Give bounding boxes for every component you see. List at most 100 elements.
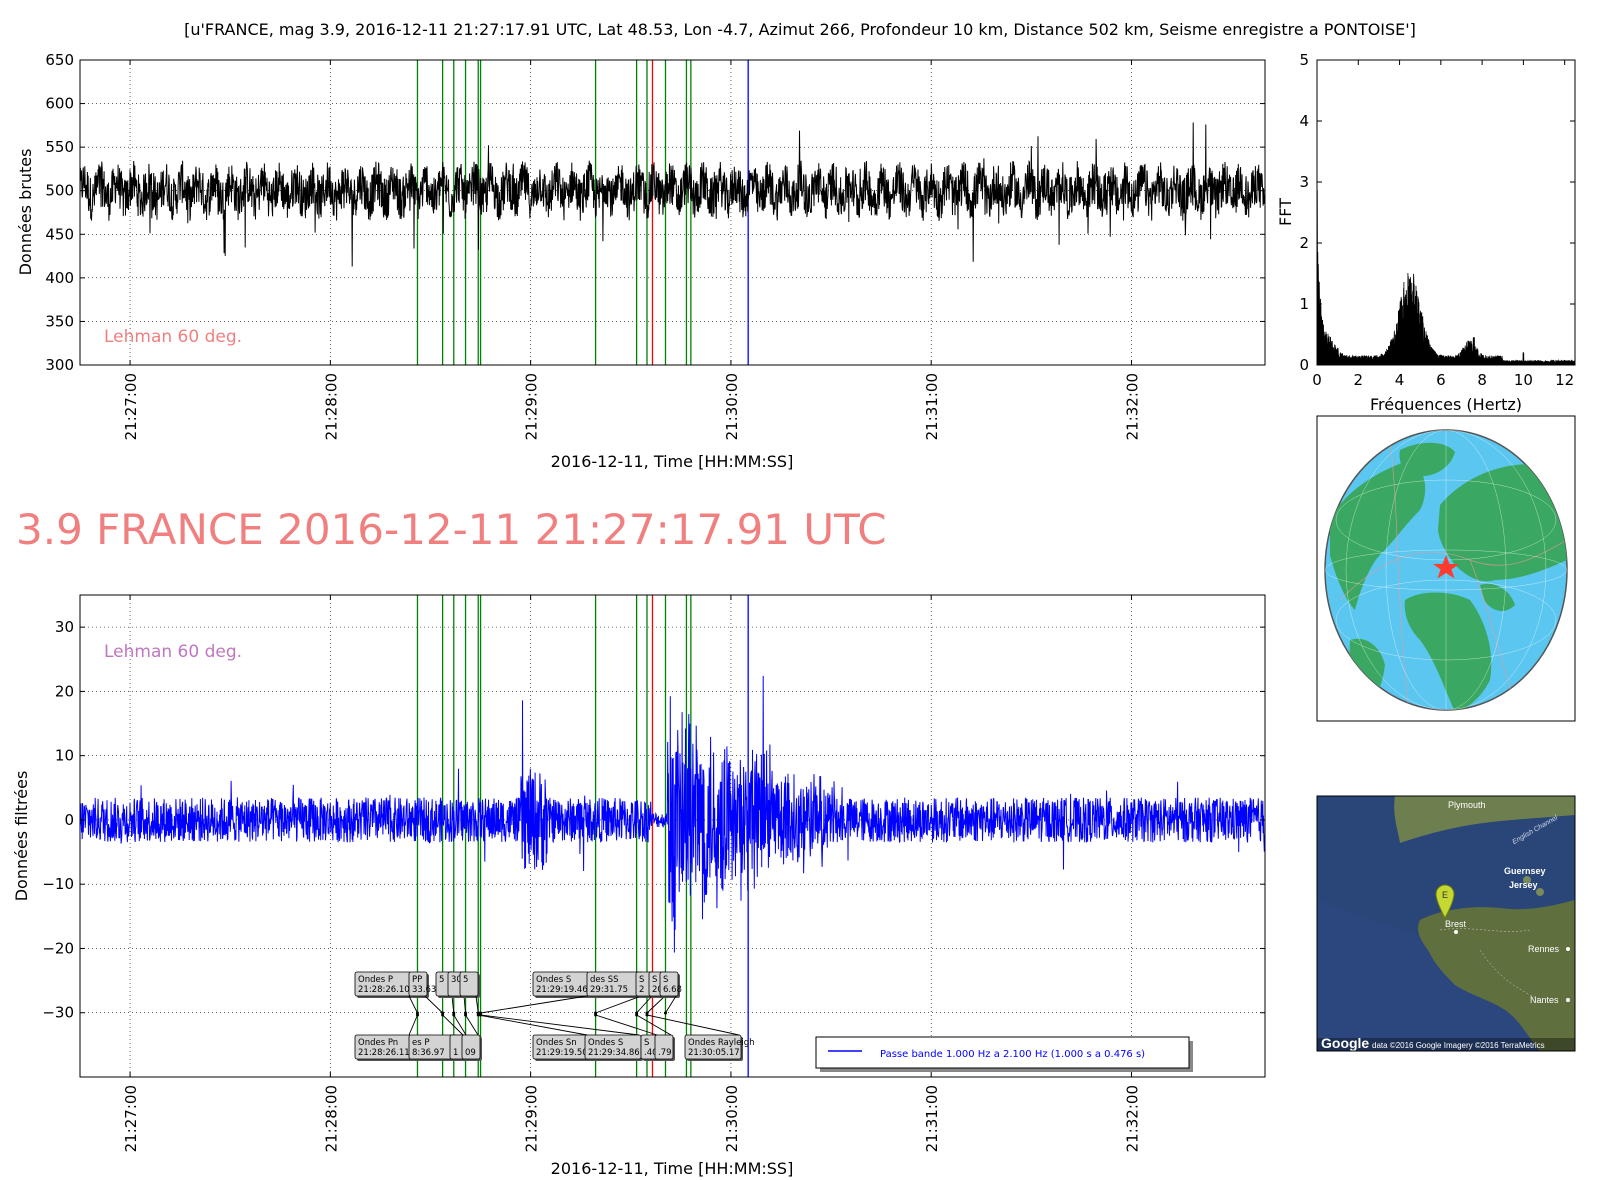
phase-label-name: S	[644, 1038, 649, 1048]
y-tick-label: 0	[64, 811, 74, 829]
phase-arrow	[408, 1014, 418, 1036]
fft-y-tick-label: 2	[1299, 234, 1309, 252]
fft-x-tick-label: 8	[1477, 371, 1487, 389]
phase-arrow	[451, 995, 455, 1014]
map-land-brittany	[1417, 900, 1575, 1051]
phase-label-time: 29:31.75	[590, 985, 628, 995]
phase-arrow	[595, 995, 642, 1014]
y-tick-label: 20	[55, 682, 74, 700]
phase-label-name: S	[663, 975, 668, 985]
y-tick-label: 600	[45, 95, 74, 113]
raw-seismogram-trace	[80, 122, 1265, 267]
phase-label-time: .40	[644, 1048, 658, 1058]
phase-label-time: 21:29:19.50	[536, 1048, 588, 1058]
phase-label-time: 21:30:05.17	[688, 1048, 740, 1058]
y-tick-label: 450	[45, 225, 74, 243]
phase-label-time: 21:29:19.46	[536, 985, 588, 995]
phase-arrow	[465, 1014, 479, 1036]
x-tick-label: 21:32:00	[1123, 373, 1141, 440]
phase-arrow	[442, 1014, 464, 1036]
star-icon	[1433, 555, 1459, 579]
phase-arrow	[480, 995, 588, 1014]
y-tick-label: 400	[45, 269, 74, 287]
fft-y-tick-label: 0	[1299, 356, 1309, 374]
phase-label-time: 6.68	[663, 985, 682, 995]
x-tick-label: 21:28:00	[322, 1085, 340, 1152]
y-tick-label: 650	[45, 51, 74, 69]
y-tick-label: −10	[42, 875, 74, 893]
phase-arrow	[424, 995, 443, 1014]
y-tick-label: 10	[55, 747, 74, 765]
phase-label-time: 8:36.97	[412, 1048, 445, 1058]
y-tick-label: 30	[55, 618, 74, 636]
map-pin-icon[interactable]: E	[1435, 884, 1455, 920]
globe-landmasses	[1330, 442, 1567, 710]
phase-label-name: Ondes Pn	[358, 1038, 398, 1048]
y-tick-label: 300	[45, 356, 74, 374]
phase-label-name: des SS	[590, 975, 619, 985]
phase-arrow	[636, 995, 653, 1014]
raw-axes-frame	[79, 59, 1266, 366]
phase-arrow	[480, 1014, 640, 1036]
phase-arrow	[408, 995, 418, 1014]
event-title: 3.9 FRANCE 2016-12-11 21:27:17.91 UTC	[16, 505, 887, 554]
map-frame	[1316, 795, 1576, 1052]
phase-label-time: 20	[652, 985, 663, 995]
map-label-brest: Brest	[1445, 919, 1467, 929]
y-tick-label: −20	[42, 939, 74, 957]
google-logo: Google	[1321, 1035, 1369, 1051]
fft-x-tick-label: 2	[1354, 371, 1364, 389]
globe-map	[1316, 415, 1576, 722]
x-tick-label: 21:29:00	[523, 373, 541, 440]
x-tick-label: 21:28:00	[322, 373, 340, 440]
phase-label-name: Ondes S	[536, 975, 571, 985]
phase-label-time: 33.63	[412, 985, 436, 995]
map-label-rennes: Rennes	[1528, 944, 1560, 954]
raw-ylabel: Données brutes	[16, 149, 35, 276]
y-tick-label: 550	[45, 138, 74, 156]
fft-x-tick-label: 10	[1514, 371, 1533, 389]
phase-label-name: 5	[463, 975, 468, 985]
phase-arrow	[595, 1014, 658, 1036]
x-tick-label: 21:31:00	[923, 1085, 941, 1152]
phase-arrow	[646, 1014, 740, 1036]
phase-label-box: S.40	[594, 1013, 661, 1061]
phase-arrow	[453, 1014, 467, 1036]
filtered-xlabel: 2016-12-11, Time [HH:MM:SS]	[551, 1159, 794, 1178]
phase-label-time: 09	[465, 1048, 476, 1058]
fft-y-tick-label: 5	[1299, 51, 1309, 69]
phase-label-time: 21:29:34.86	[588, 1048, 640, 1058]
fft-x-tick-label: 4	[1395, 371, 1405, 389]
phase-arrow	[665, 995, 677, 1014]
map-label-jersey: Jersey	[1509, 880, 1538, 890]
phase-label-name: PP	[412, 975, 422, 985]
map-label-guernsey: Guernsey	[1504, 866, 1546, 876]
filtered-annotation: Lehman 60 deg.	[104, 642, 242, 662]
filtered-axes-frame	[79, 594, 1266, 1078]
phase-label-box: 09	[461, 1013, 482, 1061]
x-tick-label: 21:30:00	[723, 1085, 741, 1152]
y-tick-label: 500	[45, 182, 74, 200]
phase-label-time: 21:28:26.10	[358, 985, 410, 995]
phase-label-box: .79	[635, 1013, 675, 1061]
fft-y-tick-label: 4	[1299, 112, 1309, 130]
phase-label-time: .79	[658, 1048, 672, 1058]
phase-label-name: Ondes Rayleigh	[688, 1038, 755, 1048]
x-tick-label: 21:32:00	[1123, 1085, 1141, 1152]
phase-label-box: Ondes S21:29:19.46	[479, 971, 591, 1015]
fft-x-tick-label: 0	[1312, 371, 1322, 389]
phase-label-time: 1	[453, 1048, 458, 1058]
map-label-nantes: Nantes	[1530, 995, 1559, 1005]
raw-annotation: Lehman 60 deg.	[104, 327, 242, 347]
map-attribution: data ©2016 Google Imagery ©2016 TerraMet…	[1372, 1041, 1545, 1050]
phase-label-time: 2	[639, 985, 644, 995]
x-tick-label: 21:27:00	[122, 373, 140, 440]
filtered-seismogram-trace	[80, 675, 1265, 953]
phase-label-name: 30	[451, 975, 462, 985]
phase-arrow	[636, 1014, 672, 1036]
phase-label-name: S	[639, 975, 644, 985]
